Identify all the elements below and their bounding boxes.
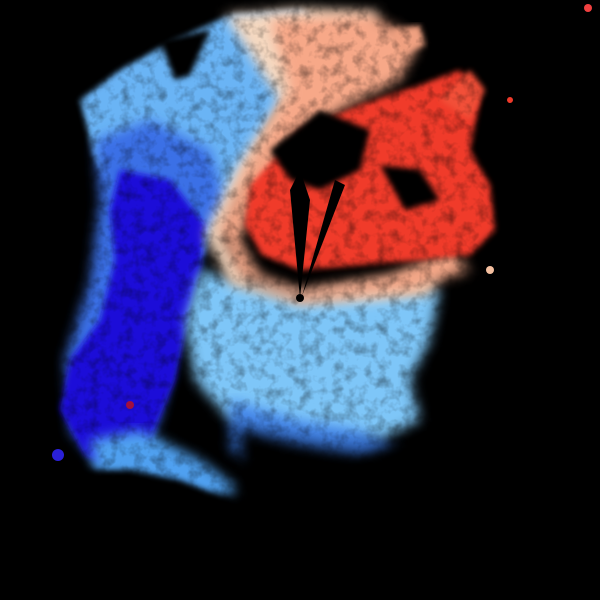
- isolated-echo: [486, 266, 494, 274]
- radar-site-marker: [296, 294, 304, 302]
- isolated-echo: [507, 97, 513, 103]
- isolated-echo: [584, 4, 592, 12]
- isolated-echo: [52, 449, 64, 461]
- isolated-echo: [126, 401, 134, 409]
